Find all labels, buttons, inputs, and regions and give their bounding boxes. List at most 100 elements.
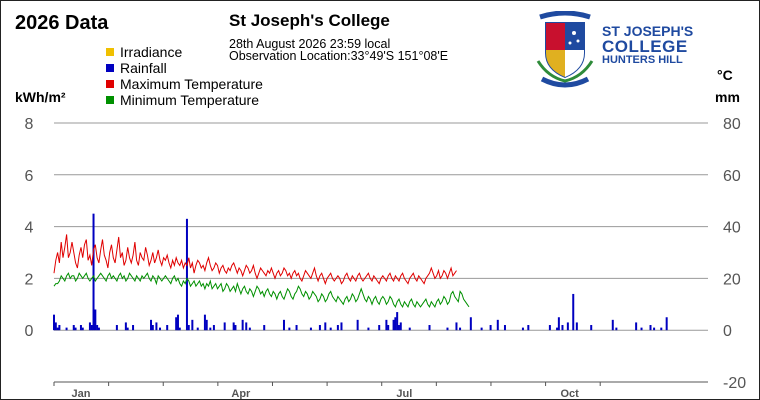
rainfall-bar <box>318 325 321 331</box>
rainfall-bar <box>611 319 614 331</box>
crest-quarter-white <box>565 50 584 77</box>
rainfall-bar <box>72 325 75 331</box>
rainfall-bar <box>187 325 190 331</box>
rainfall-bar <box>212 325 215 331</box>
chart-title: 2026 Data <box>15 12 109 34</box>
rainfall-bar <box>496 319 499 331</box>
right-tick-label: 40 <box>723 220 741 237</box>
legend-label-irradiance: Irradiance <box>120 44 183 60</box>
rainfall-bar <box>94 309 97 331</box>
rainfall-bar <box>665 317 668 331</box>
rainfall-bar <box>241 319 244 331</box>
rainfall-bar <box>503 325 506 331</box>
rainfall-bar <box>428 325 431 331</box>
rainfall-bar <box>340 322 343 331</box>
logo-text-location: HUNTERS HILL <box>602 54 683 66</box>
x-axis: Jan Apr Jul Oct <box>53 381 708 399</box>
rainfall-bar <box>396 312 399 331</box>
rainfall-bar <box>74 327 77 331</box>
rainfall-bar <box>329 327 332 331</box>
rainfall-bar <box>367 327 370 331</box>
rainfall-bar <box>54 322 57 331</box>
rainfall-bar <box>459 327 462 331</box>
right-tick-label: 80 <box>723 116 741 133</box>
rainfall-bar <box>196 327 199 331</box>
month-tick-label: Oct <box>560 388 579 399</box>
rainfall-bar <box>150 319 153 331</box>
observation-location: Observation Location:33°49'S 151°08'E <box>229 49 449 63</box>
rainfall-bar <box>489 325 492 331</box>
left-axis-unit: kWh/m² <box>15 89 66 105</box>
rainfall-bar <box>151 325 154 331</box>
logo-text-name: ST JOSEPH'S <box>602 23 694 39</box>
rainfall-bar <box>203 314 206 331</box>
legend-item-max-temp: Maximum Temperature <box>106 76 263 92</box>
month-tick-label: Jan <box>71 388 90 399</box>
rainfall-bar <box>124 322 127 331</box>
rainfall-bar <box>575 322 578 331</box>
rainfall-bar <box>288 327 291 331</box>
rainfall-bar <box>58 325 61 331</box>
rainfall-bar <box>561 325 564 331</box>
rainfall-bar <box>392 319 395 331</box>
crest-star <box>572 31 576 35</box>
rainfall-swatch <box>106 64 114 72</box>
right-tick-label: 20 <box>723 271 741 288</box>
rainfall-bar <box>408 327 411 331</box>
rainfall-bar <box>166 325 169 331</box>
rainfall-bar <box>387 325 390 331</box>
college-crest-logo <box>536 11 594 88</box>
rainfall-bar <box>97 327 100 331</box>
rainfall-bar <box>175 317 178 331</box>
rainfall-bar <box>556 327 559 331</box>
rainfall-bar <box>572 293 575 331</box>
rainfall-bar <box>81 327 84 331</box>
legend-label-min-temp: Minimum Temperature <box>120 92 260 108</box>
rainfall-bar <box>234 325 237 331</box>
rainfall-bar <box>548 325 551 331</box>
right-tick-label: 60 <box>723 168 741 185</box>
rainfall-bar <box>232 322 235 331</box>
rainfall-bar <box>469 317 472 331</box>
rainfall-bar <box>324 322 327 331</box>
temperature-axis-unit: °C <box>717 67 733 83</box>
rainfall-bar <box>394 317 397 331</box>
crest-banner-top <box>539 11 591 20</box>
legend-label-rainfall: Rainfall <box>120 60 167 76</box>
rainfall-bar <box>96 325 99 331</box>
rainfall-bar <box>649 325 652 331</box>
rainfall-bar <box>455 322 458 331</box>
rainfall-bar <box>88 322 91 331</box>
min-temp-swatch <box>106 96 114 104</box>
legend-item-min-temp: Minimum Temperature <box>106 92 259 108</box>
rainfall-bar <box>660 327 663 331</box>
rainfall-bar <box>378 325 381 331</box>
rainfall-bar <box>248 327 251 331</box>
crest-quarter-gold <box>546 50 565 77</box>
crest-quarter-red <box>546 23 565 50</box>
rainfall-bar <box>209 327 212 331</box>
observation-time: 28th August 2026 23:59 local <box>229 37 391 51</box>
rainfall-bar <box>223 322 226 331</box>
rainfall-bar <box>191 319 194 331</box>
rainfall-bar <box>245 322 248 331</box>
rainfall-bar <box>115 325 118 331</box>
max-temp-swatch <box>106 80 114 88</box>
legend-item-rainfall: Rainfall <box>106 60 167 76</box>
rainfall-bar <box>159 327 162 331</box>
crest-star <box>568 41 572 45</box>
rainfall-bar <box>126 327 129 331</box>
min-temp-line <box>53 272 470 309</box>
rainfall-bar <box>53 314 55 331</box>
rainfall-bar <box>336 325 339 331</box>
rainfall-bar <box>397 325 400 331</box>
rainfall-bar <box>385 319 388 331</box>
rainfall-bar <box>399 322 402 331</box>
rainfall-bar <box>282 319 285 331</box>
rainfall-bar <box>615 327 618 331</box>
right-tick-label: -20 <box>723 375 746 392</box>
rainfall-bar <box>566 322 569 331</box>
legend-label-max-temp: Maximum Temperature <box>120 76 263 92</box>
